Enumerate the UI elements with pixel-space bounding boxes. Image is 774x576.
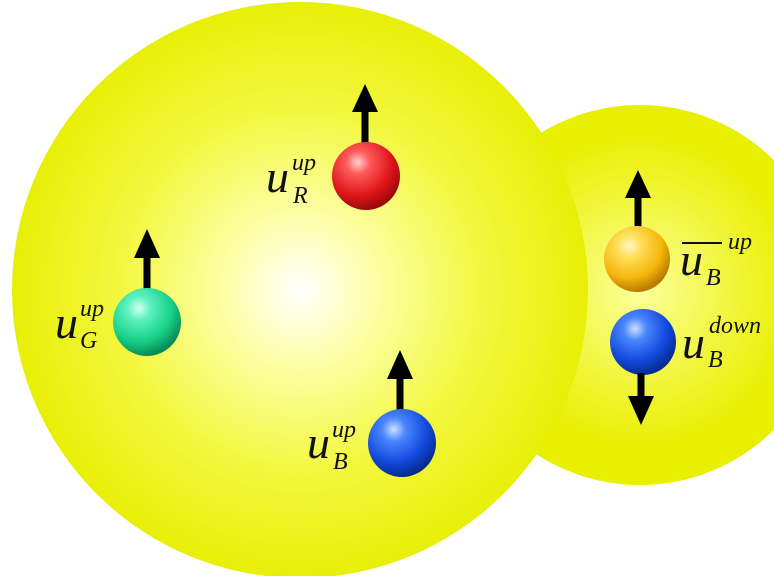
arrowhead-icon	[352, 84, 378, 112]
quark-blue-down: u down B	[610, 309, 761, 425]
quark-blue: u up B	[307, 350, 436, 477]
arrowhead-icon	[134, 229, 160, 258]
quark-ball-blue	[368, 409, 436, 477]
quark-red: u up R	[266, 84, 400, 210]
quark-ball-yellow	[604, 226, 670, 292]
quark-color-label: R	[292, 183, 308, 209]
arrowhead-icon	[628, 396, 654, 425]
quark-spin-label: up	[332, 417, 356, 443]
quark-spin-label: up	[728, 229, 752, 255]
quark-color-label: B	[706, 265, 721, 291]
quark-symbol: u	[55, 297, 78, 348]
quark-ball-blue	[610, 309, 676, 375]
quark-spin-label: up	[80, 296, 104, 322]
quark-color-label: B	[333, 449, 348, 475]
quark-symbol: u	[307, 417, 330, 468]
quark-symbol: u	[682, 317, 705, 368]
quark-symbol: u	[680, 234, 703, 285]
quark-spin-label: down	[709, 313, 761, 339]
quark-ball-green	[113, 288, 181, 356]
quark-color-label: B	[708, 347, 723, 373]
quark-spin-label: up	[292, 150, 316, 176]
arrowhead-icon	[387, 350, 413, 379]
quark-symbol: u	[266, 151, 289, 202]
large-sphere	[12, 2, 588, 576]
quark-ball-red	[332, 142, 400, 210]
arrowhead-icon	[625, 170, 651, 198]
quark-green: u up G	[55, 229, 181, 356]
quark-color-label: G	[80, 328, 97, 354]
antiquark-yellow: u up B	[604, 170, 752, 292]
